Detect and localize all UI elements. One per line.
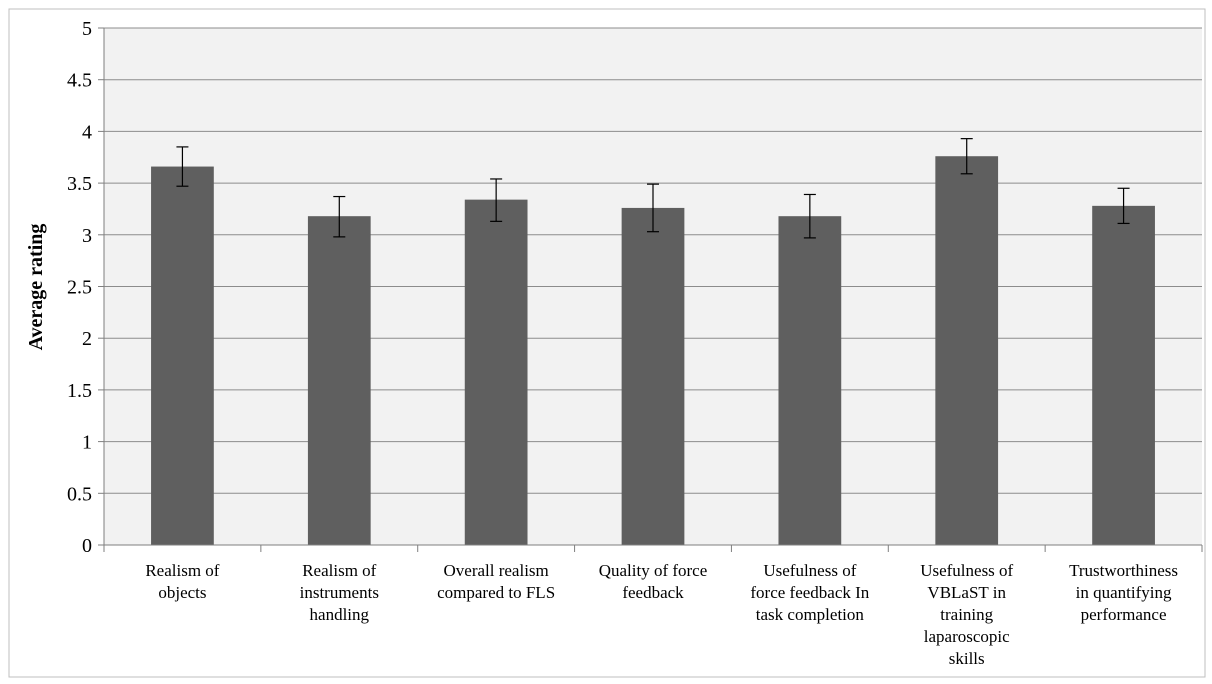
y-tick-label: 0.5 [67, 483, 92, 505]
x-category-label-line: force feedback In [750, 583, 869, 602]
x-category-label: Realism of objects [145, 561, 219, 602]
x-category-labels: Realism of objects Realism of instruments ha… [145, 561, 1178, 668]
y-tick-label: 4.5 [67, 70, 92, 92]
x-category-label-line: Realism of [302, 561, 376, 580]
y-tick-labels: 0 0.5 1 1.5 2 2.5 3 3.5 4 4.5 5 [67, 18, 92, 557]
y-tick-label: 1 [82, 432, 92, 454]
bar [307, 216, 371, 546]
x-category-label-line: compared to FLS [437, 583, 555, 602]
x-category-label-line: feedback [622, 583, 684, 602]
error-bars [176, 138, 1130, 239]
x-category-label: Trustworthiness in quantifying performance [1069, 561, 1178, 624]
x-category-label-line: instruments [300, 583, 379, 602]
y-tick-label: 2 [82, 328, 92, 350]
x-category-label-line: handling [310, 605, 370, 624]
x-category-label-line: laparoscopic [924, 627, 1010, 646]
y-axis-title: Average rating [25, 224, 47, 351]
bar [621, 207, 685, 545]
y-tick-label: 3.5 [67, 173, 92, 195]
x-category-label: Quality of force feedback [599, 561, 708, 602]
bar [935, 156, 999, 545]
x-category-label-line: task completion [756, 605, 865, 624]
x-category-label-line: Usefulness of [920, 561, 1013, 580]
y-tick-label: 5 [82, 18, 92, 40]
x-category-label-line: Usefulness of [763, 561, 856, 580]
x-category-label: Usefulness of force feedback In task compl… [750, 561, 869, 624]
y-tick-label: 0 [82, 535, 92, 557]
bar [151, 166, 214, 545]
x-category-label-line: skills [949, 649, 985, 668]
x-category-label-line: Quality of force [599, 561, 708, 580]
x-category-label-line: Realism of [145, 561, 219, 580]
y-tick-label: 3 [82, 225, 92, 247]
bar [1092, 205, 1155, 545]
y-tick-label: 2.5 [67, 277, 92, 299]
bar [778, 216, 842, 546]
x-category-label: Usefulness of VBLaST in training laparoscop… [920, 561, 1013, 668]
x-category-label-line: VBLaST in [927, 583, 1006, 602]
axes [98, 27, 1203, 552]
x-category-label: Overall realism compared to FLS [437, 561, 555, 602]
x-category-label-line: Overall realism [444, 561, 549, 580]
x-category-label-line: training [940, 605, 993, 624]
y-tick-label: 1.5 [67, 380, 92, 402]
x-category-label: Realism of instruments handling [300, 561, 379, 624]
x-category-label-line: objects [158, 583, 206, 602]
x-category-label-line: Trustworthiness [1069, 561, 1178, 580]
y-tick-label: 4 [82, 121, 92, 143]
x-category-label-line: in quantifying [1076, 583, 1172, 602]
bars [151, 156, 1155, 546]
x-category-label-line: performance [1081, 605, 1167, 624]
bar [464, 199, 528, 546]
